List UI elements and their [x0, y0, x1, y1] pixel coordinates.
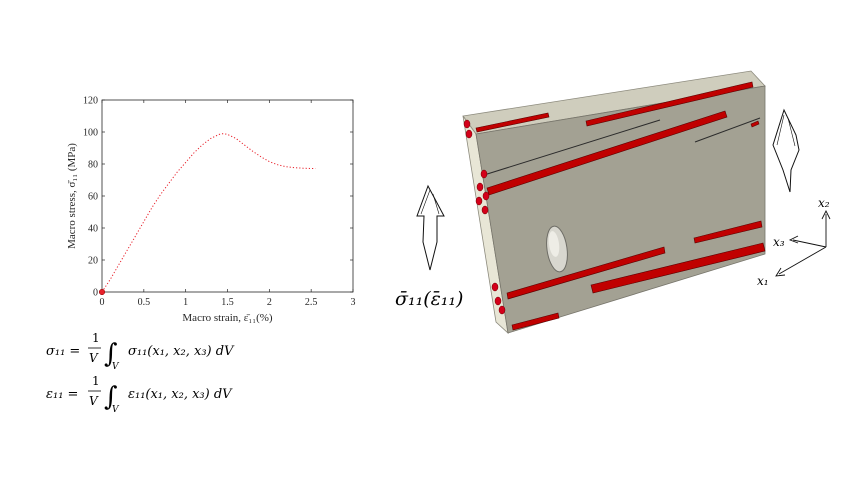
equation-sigma-lhs: σ₁₁ =: [46, 344, 80, 359]
y-axis-label: Macro stress, σ̄₁₁ (MPa): [66, 143, 78, 249]
integral-sign: ∫: [104, 382, 118, 412]
equation-sigma: σ₁₁ = 1 V ∫ V σ₁₁(x₁, x₂, x₃) dV: [46, 331, 235, 372]
axis-label-x2: x₂: [818, 196, 830, 210]
load-arrow-right: [772, 108, 800, 193]
equation-eps-lhs: ε₁₁ =: [46, 387, 78, 402]
load-label: σ̄₁₁(ε̄₁₁): [395, 288, 463, 310]
axis-label-x3: x₃: [773, 235, 785, 249]
fiber: [475, 112, 550, 133]
series-line-0: [101, 133, 316, 293]
equation-sigma-rhs: σ₁₁(x₁, x₂, x₃) dV: [128, 344, 235, 359]
axis-label-x1: x₁: [757, 274, 769, 288]
origin-marker: [98, 288, 106, 296]
fraction-denominator: V: [89, 394, 99, 408]
equation-epsilon: ε₁₁ = 1 V ∫ V ε₁₁(x₁, x₂, x₃) dV: [46, 374, 233, 415]
integral-subscript: V: [112, 362, 120, 372]
fraction-numerator: 1: [92, 374, 100, 388]
y-tick-label: 120: [83, 96, 98, 107]
axis-x3: [792, 239, 827, 248]
x-tick-label: 2.5: [305, 297, 318, 308]
x-tick-label: 1.5: [221, 297, 234, 308]
integral-subscript: V: [112, 405, 120, 415]
x-tick-label: 1: [183, 297, 188, 308]
fraction-denominator: V: [89, 351, 99, 365]
y-tick-label: 60: [88, 192, 98, 203]
x-tick-label: 0: [100, 297, 105, 308]
fiber: [585, 81, 754, 127]
thin-fiber: [694, 117, 761, 143]
thin-fiber: [483, 119, 661, 176]
x-axis-label: Macro strain, ε̄₁₁(%): [182, 312, 273, 324]
y-tick-label: 40: [88, 224, 98, 235]
fiber: [511, 312, 560, 331]
fiber: [486, 110, 728, 196]
fiber-ends: [463, 119, 506, 315]
fraction-numerator: 1: [92, 331, 100, 345]
y-tick-label: 20: [88, 256, 98, 267]
y-tick-label: 80: [88, 160, 98, 171]
plot-frame: [101, 99, 354, 293]
stress-strain-chart: 0 0.5 1 1.5 2 2.5 3 0 20 40 60 80 100 120 Macro strain…: [66, 96, 356, 325]
coordinate-axes: [775, 209, 831, 277]
y-tick-label: 0: [93, 288, 98, 299]
fiber: [750, 120, 760, 128]
x-tick-label: 3: [351, 297, 356, 308]
integral-sign: ∫: [104, 339, 118, 369]
fiber-group: [475, 81, 766, 331]
x-tick-label: 0.5: [138, 297, 151, 308]
fiber: [693, 220, 763, 244]
axis-x1: [778, 246, 827, 275]
equation-eps-rhs: ε₁₁(x₁, x₂, x₃) dV: [128, 387, 233, 402]
void-highlight: [548, 231, 560, 257]
fiber: [590, 242, 766, 294]
load-arrow-left: [416, 184, 445, 271]
composite-block-illustration: x₂ x₃ x₁ σ̄₁₁(ε̄₁₁): [395, 70, 831, 335]
equations: σ₁₁ = 1 V ∫ V σ₁₁(x₁, x₂, x₃) dV ε₁₁ = 1…: [46, 331, 235, 415]
x-tick-label: 2: [267, 297, 272, 308]
fiber: [506, 246, 666, 300]
y-tick-label: 100: [83, 128, 98, 139]
